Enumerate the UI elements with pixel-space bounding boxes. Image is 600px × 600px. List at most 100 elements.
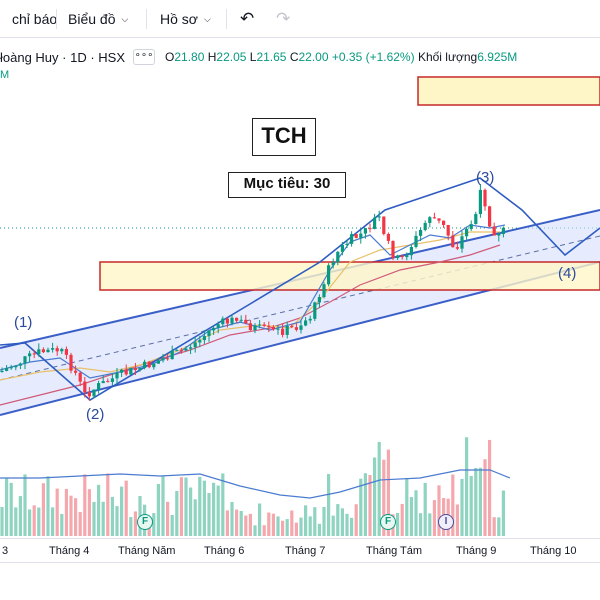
volume-bar [299,517,303,536]
volume-bar [37,507,41,536]
volume-bar [267,512,271,536]
candle-body [28,353,32,357]
candle-body [69,354,73,371]
time-axis[interactable]: 3 Tháng 4 Tháng Năm Tháng 6 Tháng 7 Thán… [0,538,600,562]
volume-bar [55,488,59,536]
charts-label: Biểu đồ [68,11,116,27]
volume-bar [492,517,496,536]
volume-bar [78,512,82,536]
candle-body [391,240,395,259]
candle-body [373,217,377,229]
candle-body [340,245,344,252]
wave-2-label[interactable]: (2) [86,406,105,423]
candle-body [359,233,363,238]
candle-body [460,236,464,249]
charts-menu-button[interactable]: Biểu đồ ⌵ [68,0,128,38]
candle-body [106,381,110,383]
candle-body [175,350,179,352]
volume-bar [14,507,18,536]
undo-button[interactable]: ↶ [240,0,254,38]
volume-bar [437,485,441,536]
volume-bar [363,473,367,536]
indicators-button[interactable]: chỉ báo [12,0,57,38]
candle-body [14,365,18,368]
toolbar-divider [146,9,147,29]
candle-body [442,220,446,225]
candle-body [60,349,64,352]
candle-body [143,361,147,368]
candle-body [23,356,27,364]
candle-body [419,229,423,236]
volume-bar [156,483,160,536]
volume-bar [465,437,469,536]
volume-bar [175,490,179,536]
volume-bar [400,503,404,536]
volume-bars [0,437,505,536]
candle-body [92,389,96,397]
volume-bar [133,511,137,536]
candle-body [5,368,9,371]
volume-bar [83,474,87,536]
volume-bar [483,459,487,536]
candle-body [239,319,243,321]
volume-bar [474,467,478,536]
undo-icon: ↶ [240,9,255,28]
volume-bar [170,514,174,536]
redo-icon: ↷ [276,9,291,28]
candle-body [51,348,55,350]
ohlc-values: O21.80 H22.05 L21.65 C22.00 +0.35 (+1.62… [165,50,518,64]
financials-marker-icon[interactable]: F [137,514,153,530]
profile-label: Hồ sơ [160,11,198,27]
symbol-title[interactable]: łoàng Huy · 1D · HSX [0,49,125,65]
volume-bar [248,513,252,536]
ticker-label[interactable]: TCH [252,118,316,156]
candle-body [428,217,432,223]
candle-body [414,235,418,247]
volume-bar [308,516,312,536]
support-zone[interactable] [99,261,600,291]
candle-body [313,302,317,319]
target-zone[interactable] [417,76,600,106]
volume-bar [110,496,114,536]
candle-body [446,224,450,236]
candle-body [124,369,128,375]
volume-bar [212,482,216,536]
volume-bar [336,504,340,536]
candle-body [216,324,220,328]
volume-bar [152,513,156,536]
candle-body [336,251,340,263]
volume-bar [189,487,193,536]
target-label[interactable]: Mục tiêu: 30 [228,172,346,198]
volume-bar [294,522,298,536]
volume-bar [386,449,390,536]
volume-bar [451,474,455,536]
wave-4-label[interactable]: (4) [558,265,577,282]
volume-bar [0,507,4,536]
wave-1-label[interactable]: (1) [14,314,33,331]
volume-bar [5,478,9,536]
candle-body [207,330,211,337]
toolbar-divider [56,9,57,29]
candle-body [258,324,262,326]
profile-menu-button[interactable]: Hồ sơ ⌵ [160,0,211,38]
candle-body [230,317,234,324]
toolbar-divider [226,9,227,29]
volume-bar [225,510,229,536]
candle-body [322,284,326,298]
candle-body [115,372,119,379]
wave-3-label[interactable]: (3) [476,169,495,186]
more-options-icon[interactable]: ∘∘∘ [133,49,155,65]
volume-bar [193,499,197,536]
financials-marker-icon[interactable]: F [380,514,396,530]
volume-bar [221,473,225,536]
volume-bar [331,515,335,536]
time-axis-tick: Tháng Tám [366,545,423,557]
candle-body [101,381,105,384]
chart-legend: łoàng Huy · 1D · HSX ∘∘∘ O21.80 H22.05 L… [0,47,517,67]
candle-body [285,325,289,335]
volume-bar [64,488,68,536]
candle-body [202,336,206,341]
info-marker-icon[interactable]: I [438,514,454,530]
redo-button[interactable]: ↷ [276,0,290,38]
